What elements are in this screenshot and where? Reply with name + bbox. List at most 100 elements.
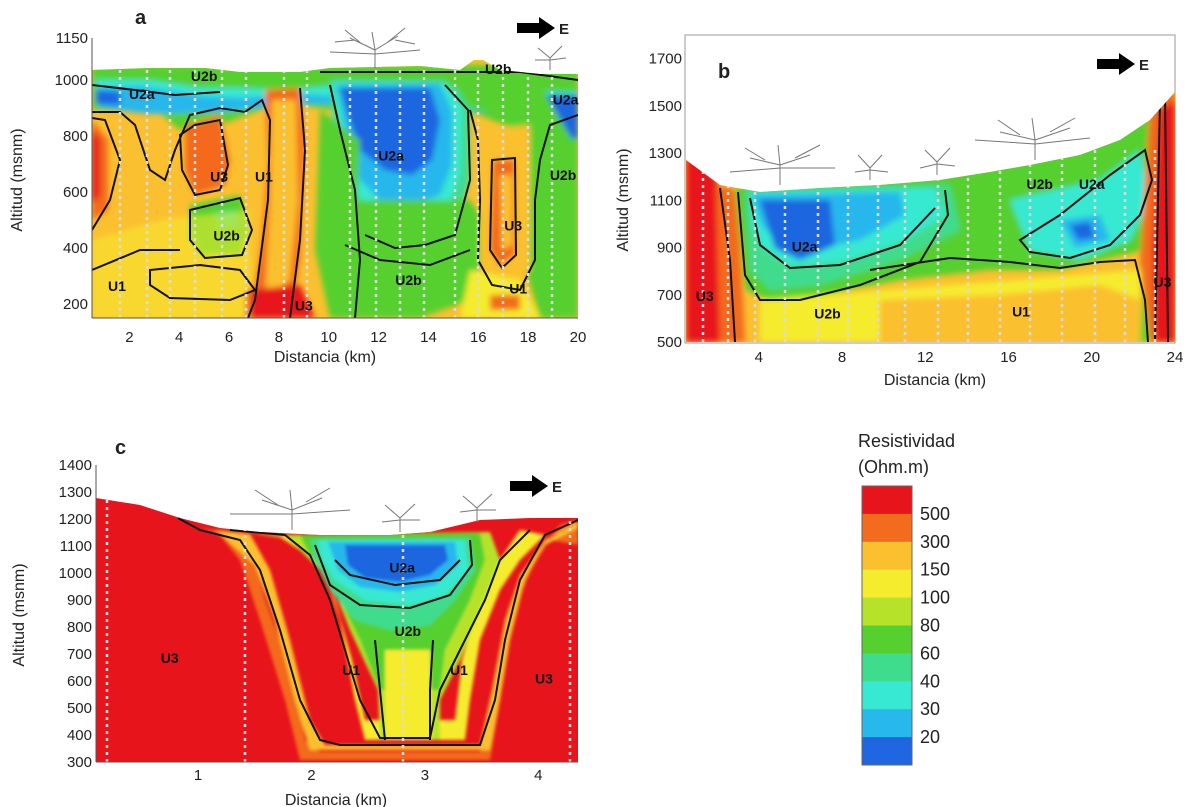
unit-label: U2a (389, 560, 415, 576)
legend-unit: (Ohm.m) (858, 457, 929, 477)
x-tick-label: 3 (421, 767, 429, 784)
unit-label: U2b (814, 306, 840, 322)
panel-letter: b (718, 61, 730, 83)
unit-label: U1 (255, 169, 273, 185)
unit-label: U3 (696, 288, 714, 304)
y-tick-label: 1200 (59, 511, 92, 528)
east-arrow-icon (1097, 53, 1135, 75)
panel-c-resistivity-map (96, 498, 578, 762)
y-tick-label: 800 (63, 128, 88, 145)
y-tick-label: 500 (67, 700, 92, 717)
x-tick-label: 12 (370, 329, 387, 346)
panel-b-contours (719, 94, 1169, 342)
unit-label: U3 (161, 650, 179, 666)
y-tick-label: 400 (67, 727, 92, 744)
legend-swatch (862, 681, 912, 710)
direction-label: E (1139, 57, 1149, 74)
unit-label: U2b (485, 61, 511, 77)
unit-label: U2a (129, 86, 155, 102)
direction-arrow (510, 475, 548, 497)
x-tick-label: 16 (1000, 349, 1017, 366)
x-tick-label: 14 (420, 329, 437, 346)
y-tick-label: 700 (657, 287, 682, 304)
unit-label: U2a (553, 92, 579, 108)
y-tick-label: 400 (63, 240, 88, 257)
legend-swatch (862, 597, 912, 626)
y-axis-label: Altitud (msnm) (9, 128, 26, 231)
unit-label: U1 (450, 662, 468, 678)
x-tick-label: 16 (470, 329, 487, 346)
legend-level-label: 500 (920, 504, 950, 524)
y-tick-label: 300 (67, 754, 92, 771)
legend-swatch (862, 486, 912, 515)
y-tick-label: 900 (657, 240, 682, 257)
legend-level-label: 40 (920, 671, 940, 691)
legend-swatch (862, 541, 912, 571)
legend-level-label: 60 (920, 643, 940, 663)
legend-colorbar (861, 485, 913, 766)
panel-c (95, 465, 578, 763)
panel-a-resistivity-map (92, 60, 578, 318)
y-tick-label: 1000 (55, 72, 88, 89)
panel-c-soundings (105, 500, 572, 762)
legend-swatch (862, 709, 912, 738)
y-tick-label: 1150 (56, 30, 88, 47)
x-axis-label: Distancia (km) (274, 349, 376, 366)
x-tick-label: 18 (520, 329, 537, 346)
legend-swatch (862, 737, 912, 766)
legend-swatch (862, 569, 912, 599)
panel-letter: c (115, 437, 126, 459)
x-tick-label: 24 (1167, 349, 1184, 366)
direction-label: E (559, 21, 569, 38)
x-tick-label: 8 (838, 349, 846, 366)
y-axis-label: Altitud (msnm) (11, 563, 28, 666)
y-tick-label: 1700 (649, 51, 682, 68)
legend-swatch (862, 625, 912, 654)
y-tick-label: 200 (63, 296, 88, 313)
unit-label: U1 (342, 662, 360, 678)
x-axis-label: Distancia (km) (884, 372, 986, 389)
legend-level-label: 100 (920, 588, 950, 608)
unit-label: U3 (1154, 274, 1172, 290)
x-tick-label: 20 (1083, 349, 1100, 366)
east-arrow-icon (517, 17, 555, 39)
legend-level-label: 300 (920, 532, 950, 552)
unit-label: U1 (509, 281, 527, 297)
direction-label: E (552, 479, 562, 496)
unit-label: U3 (295, 297, 313, 313)
x-tick-label: 10 (320, 329, 337, 346)
unit-label: U2b (550, 167, 576, 183)
legend-level-label: 30 (920, 699, 940, 719)
y-tick-label: 1300 (649, 145, 682, 162)
panel-b-resistivity-map (686, 92, 1175, 342)
x-tick-label: 4 (534, 767, 542, 784)
legend-level-label: 20 (920, 727, 940, 747)
x-axis-label: Distancia (km) (285, 792, 387, 807)
y-tick-label: 1100 (60, 538, 92, 555)
x-tick-label: 4 (175, 329, 183, 346)
y-tick-label: 600 (63, 184, 88, 201)
x-tick-label: 2 (125, 329, 133, 346)
east-arrow-icon (510, 475, 548, 497)
y-axis-label: Altitud (msnm) (615, 148, 632, 251)
y-tick-label: 700 (67, 646, 92, 663)
direction-arrow (517, 17, 555, 39)
unit-label: U2a (1079, 176, 1105, 192)
y-tick-label: 1300 (59, 484, 92, 501)
y-tick-label: 1100 (650, 192, 682, 209)
x-tick-label: 12 (917, 349, 934, 366)
unit-label: U3 (535, 670, 553, 686)
panel-c-contours (177, 517, 578, 746)
unit-label: U1 (1012, 303, 1030, 319)
x-tick-label: 4 (755, 349, 763, 366)
unit-label: U1 (108, 278, 126, 294)
y-tick-label: 900 (67, 592, 92, 609)
y-tick-label: 1500 (649, 98, 682, 115)
legend-swatch (862, 513, 912, 543)
x-tick-label: 2 (307, 767, 315, 784)
unit-label: U2a (792, 238, 818, 254)
panel-a-contours (92, 71, 578, 318)
unit-label: U2b (1027, 176, 1053, 192)
y-tick-label: 1400 (59, 457, 92, 474)
